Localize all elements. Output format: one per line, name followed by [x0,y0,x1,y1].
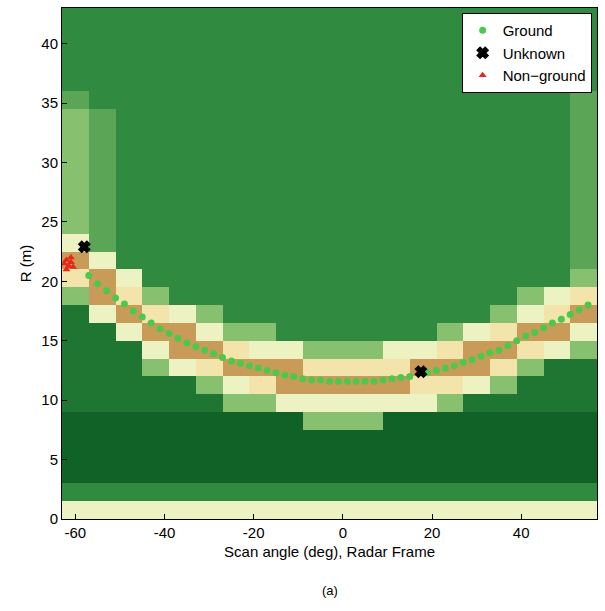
svg-text:Ground: Ground [503,22,553,39]
svg-text:10: 10 [41,391,58,408]
svg-text:0: 0 [339,524,347,541]
svg-text:Unknown: Unknown [503,45,566,62]
svg-text:R (m): R (m) [17,245,34,283]
svg-text:-60: -60 [65,524,87,541]
svg-text:15: 15 [41,332,58,349]
svg-text:40: 40 [41,35,58,52]
svg-text:0: 0 [50,510,58,527]
svg-text:30: 30 [41,154,58,171]
svg-text:-40: -40 [154,524,176,541]
svg-text:(a): (a) [322,583,338,598]
svg-text:25: 25 [41,213,58,230]
svg-text:Non−ground: Non−ground [503,67,586,84]
svg-text:-20: -20 [243,524,265,541]
svg-text:40: 40 [513,524,530,541]
svg-text:35: 35 [41,94,58,111]
svg-text:20: 20 [424,524,441,541]
svg-text:Scan angle (deg), Radar Frame: Scan angle (deg), Radar Frame [224,543,435,560]
svg-text:20: 20 [41,273,58,290]
svg-text:5: 5 [50,451,58,468]
